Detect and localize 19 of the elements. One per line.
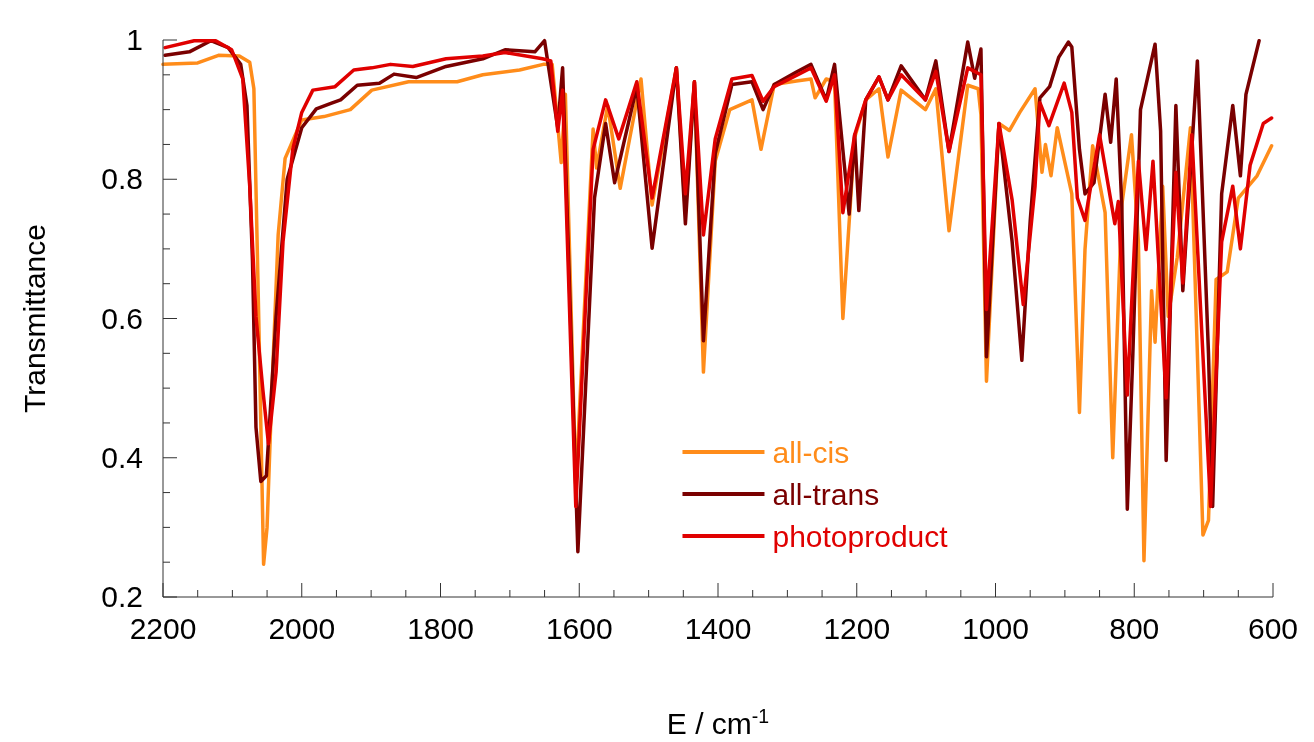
x-tick-label: 1200 — [823, 612, 891, 645]
x-tick-label: 600 — [1247, 612, 1299, 645]
x-tick-label: 2000 — [268, 612, 336, 645]
y-tick-label: 0.2 — [101, 580, 143, 613]
legend-label: all-trans — [772, 478, 880, 511]
legend-label: all-cis — [772, 436, 850, 469]
x-tick-label: 1800 — [407, 612, 474, 645]
x-tick-label: 1000 — [962, 612, 1029, 645]
y-tick-label: 0.6 — [101, 301, 143, 335]
x-tick-label: 1400 — [684, 612, 752, 645]
y-tick-label: 0.4 — [101, 440, 143, 474]
x-tick-label: 1600 — [545, 612, 613, 645]
y-axis-title: Transmittance — [18, 224, 51, 413]
legend-label: photoproduct — [772, 520, 949, 553]
y-tick-label: 1 — [126, 23, 143, 56]
x-tick-label: 2200 — [129, 612, 197, 645]
x-axis-title: E / cm$^{-1}$ — [666, 705, 770, 740]
x-tick-label: 800 — [1109, 612, 1160, 645]
y-tick-label: 0.8 — [101, 162, 143, 196]
